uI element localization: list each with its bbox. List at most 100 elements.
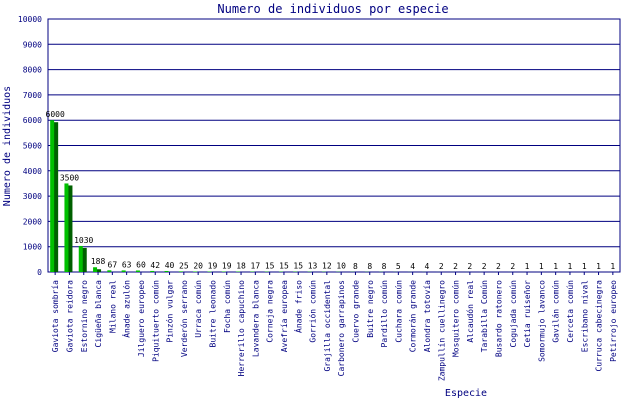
value-label: 1 bbox=[610, 262, 615, 271]
value-label: 10 bbox=[336, 262, 346, 271]
y-tick-label: 6000 bbox=[23, 116, 42, 125]
x-tick-label: Buitre negro bbox=[366, 280, 375, 338]
value-label: 19 bbox=[208, 262, 218, 271]
x-tick-label: Pardillo común bbox=[380, 280, 389, 348]
y-tick-label: 10000 bbox=[18, 15, 42, 24]
x-tick-label: Cormorán grande bbox=[409, 280, 418, 352]
value-label: 1 bbox=[539, 262, 544, 271]
x-tick-label: Cerceta común bbox=[566, 280, 575, 343]
value-label: 60 bbox=[136, 260, 146, 269]
x-tick-label: Curruca cabecinegra bbox=[595, 280, 604, 372]
value-label: 2 bbox=[453, 262, 458, 271]
value-label: 18 bbox=[236, 262, 246, 271]
value-label: 1 bbox=[525, 262, 530, 271]
value-label: 1 bbox=[596, 262, 601, 271]
value-label: 15 bbox=[293, 262, 303, 271]
x-tick-label: Mosquitero común bbox=[452, 280, 461, 357]
x-tick-label: Gavilán común bbox=[552, 280, 561, 343]
value-label: 1030 bbox=[74, 236, 93, 245]
value-label: 3500 bbox=[60, 173, 79, 182]
y-tick-label: 9000 bbox=[23, 40, 42, 49]
value-label: 12 bbox=[322, 262, 332, 271]
x-tick-label: Cogujada común bbox=[509, 280, 518, 348]
value-label: 2 bbox=[482, 262, 487, 271]
x-tick-label: Estornino negro bbox=[80, 280, 89, 352]
value-label: 188 bbox=[91, 257, 106, 266]
x-tick-label: Corneja negra bbox=[266, 280, 275, 343]
x-tick-label: Focha común bbox=[223, 280, 232, 333]
x-tick-label: Cuervo grande bbox=[351, 280, 360, 343]
x-tick-label: Buitre leonado bbox=[208, 280, 217, 348]
x-tick-label: Escribano nival bbox=[580, 280, 589, 352]
y-tick-label: 5000 bbox=[23, 142, 42, 151]
x-tick-label: Milano real bbox=[108, 280, 117, 333]
x-tick-label: Alcaudón real bbox=[465, 280, 475, 343]
x-tick-label: Ánade friso bbox=[292, 280, 303, 333]
value-label: 20 bbox=[193, 261, 203, 270]
x-tick-label: Busardo ratonero bbox=[494, 280, 503, 357]
bar bbox=[93, 267, 98, 272]
value-label: 2 bbox=[496, 262, 501, 271]
value-label: 19 bbox=[222, 262, 232, 271]
x-tick-label: Alondra totovía bbox=[423, 280, 432, 352]
x-tick-label: Cuchara común bbox=[394, 280, 403, 343]
value-label: 1 bbox=[553, 262, 558, 271]
x-tick-label: Carbonero garrapinos bbox=[337, 280, 346, 377]
y-tick-label: 1000 bbox=[23, 243, 42, 252]
x-tick-label: Avefría europea bbox=[280, 280, 289, 352]
bar bbox=[193, 271, 198, 272]
bar bbox=[50, 120, 55, 272]
x-tick-label: Jilguero europeo bbox=[137, 280, 146, 357]
y-tick-label: 3000 bbox=[23, 192, 42, 201]
x-tick-label: Gaviota reidora bbox=[65, 280, 74, 352]
bar-shadow bbox=[96, 269, 102, 272]
value-label: 4 bbox=[425, 262, 430, 271]
x-tick-label: Somormujo lavanco bbox=[537, 280, 546, 362]
y-tick-label: 2000 bbox=[23, 217, 42, 226]
bar-shadow bbox=[67, 185, 73, 272]
value-label: 2 bbox=[510, 262, 515, 271]
value-label: 67 bbox=[108, 260, 118, 269]
value-label: 15 bbox=[265, 262, 275, 271]
y-tick-label: 4000 bbox=[23, 167, 42, 176]
value-label: 4 bbox=[410, 262, 415, 271]
bar bbox=[107, 270, 112, 272]
value-label: 5 bbox=[396, 262, 401, 271]
x-tick-label: Petirrojo europeo bbox=[609, 280, 618, 362]
value-label: 2 bbox=[439, 262, 444, 271]
bar bbox=[135, 270, 140, 272]
y-tick-label: 8000 bbox=[23, 66, 42, 75]
bar bbox=[78, 245, 83, 272]
x-tick-label: Herrerillo capuchino bbox=[237, 280, 246, 377]
value-label: 40 bbox=[165, 261, 175, 270]
bar bbox=[178, 271, 183, 272]
value-label: 17 bbox=[251, 262, 261, 271]
bar bbox=[150, 270, 155, 272]
bar-shadow bbox=[81, 247, 87, 272]
value-label: 2 bbox=[467, 262, 472, 271]
x-tick-label: Pinzón vulgar bbox=[165, 280, 175, 343]
y-axis-label: Numero de individuos bbox=[2, 86, 13, 206]
chart-title: Numero de individuos por especie bbox=[217, 2, 448, 16]
x-tick-label: Cigüeña blanca bbox=[94, 280, 103, 348]
x-tick-label: Tarabilla Común bbox=[480, 280, 489, 352]
value-label: 25 bbox=[179, 261, 189, 270]
bar bbox=[64, 183, 69, 272]
x-axis-label: Especie bbox=[445, 388, 487, 399]
value-label: 8 bbox=[367, 262, 372, 271]
value-label: 15 bbox=[279, 262, 289, 271]
value-label: 1 bbox=[568, 262, 573, 271]
value-label: 8 bbox=[353, 262, 358, 271]
value-label: 42 bbox=[150, 261, 160, 270]
value-label: 8 bbox=[382, 262, 387, 271]
value-label: 1 bbox=[582, 262, 587, 271]
bar bbox=[121, 270, 126, 272]
x-tick-label: Ánade azulón bbox=[121, 280, 132, 338]
x-tick-label: Zampullín cuellinegro bbox=[437, 280, 446, 381]
x-tick-label: Piquituerto común bbox=[151, 280, 160, 362]
y-tick-label: 0 bbox=[37, 268, 42, 277]
x-tick-label: Lavandera blanca bbox=[251, 280, 260, 357]
value-label: 6000 bbox=[46, 110, 65, 119]
